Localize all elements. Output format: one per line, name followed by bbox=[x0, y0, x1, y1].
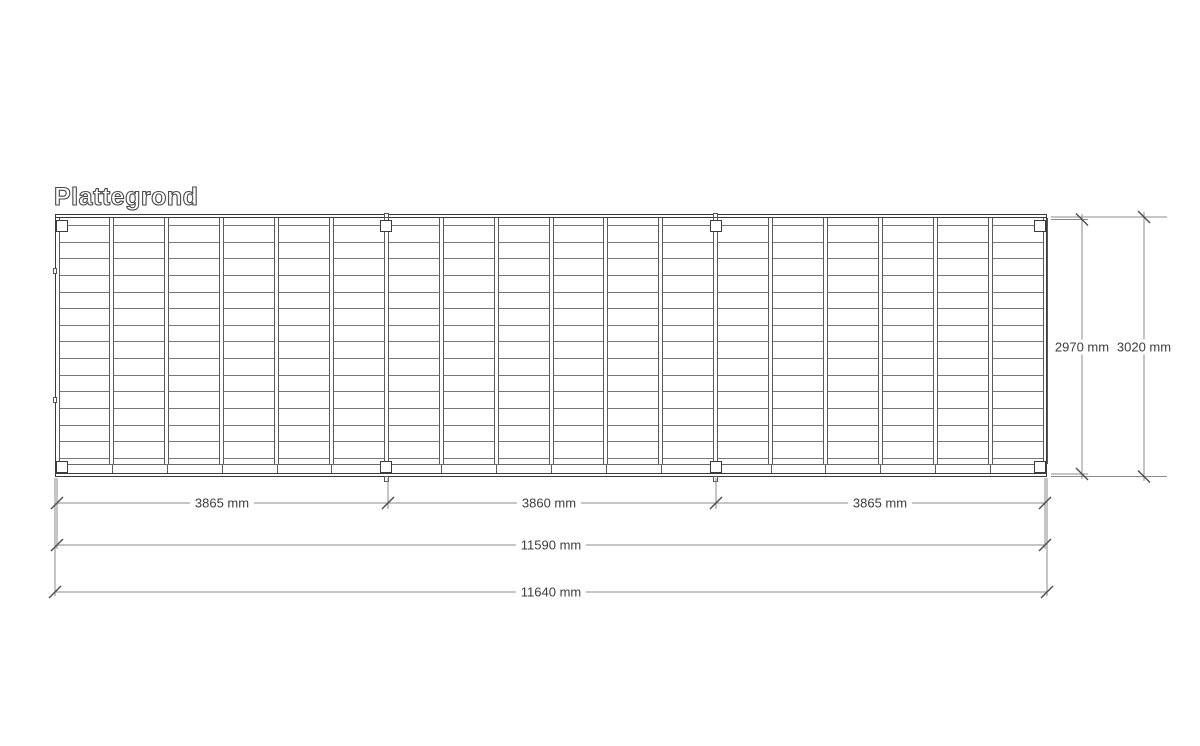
beam-end-notch bbox=[52, 397, 57, 403]
joist-end-tick bbox=[935, 463, 937, 473]
joist bbox=[768, 218, 774, 464]
joist bbox=[164, 218, 170, 464]
beam-end-notch bbox=[52, 268, 57, 274]
joist bbox=[274, 218, 280, 464]
joist bbox=[548, 218, 554, 464]
joist-end-tick bbox=[331, 463, 333, 473]
joist bbox=[603, 218, 609, 464]
joist bbox=[383, 218, 389, 464]
joist bbox=[713, 218, 719, 464]
rim-top-line bbox=[56, 217, 1046, 218]
joist-end-tick bbox=[660, 463, 662, 473]
post bbox=[380, 461, 393, 473]
post-top-notch bbox=[713, 213, 719, 218]
joist-end-tick bbox=[605, 463, 607, 473]
joist bbox=[877, 218, 883, 464]
dimension-label-segment-3: 3865 mm bbox=[847, 495, 913, 511]
post-bottom-notch bbox=[383, 476, 389, 482]
post-bottom-notch bbox=[713, 476, 719, 482]
joist-end-tick bbox=[496, 463, 498, 473]
joist bbox=[328, 218, 334, 464]
joist-end-tick bbox=[770, 463, 772, 473]
dimension-label-outer-width: 11640 mm bbox=[515, 584, 587, 600]
dimension-label-inner-width: 11590 mm bbox=[515, 537, 587, 553]
post bbox=[380, 219, 393, 232]
joist bbox=[932, 218, 938, 464]
joist bbox=[658, 218, 664, 464]
joist-end-tick bbox=[880, 463, 882, 473]
joist-end-tick bbox=[441, 463, 443, 473]
post bbox=[709, 461, 722, 473]
joist-end-tick bbox=[221, 463, 223, 473]
joist bbox=[1042, 218, 1048, 464]
post bbox=[1034, 219, 1046, 232]
joist-end-tick bbox=[166, 463, 168, 473]
joist-end-tick bbox=[990, 463, 992, 473]
post bbox=[56, 461, 68, 473]
dimension-label-inner-depth: 2970 mm bbox=[1049, 339, 1115, 355]
joist bbox=[438, 218, 444, 464]
post bbox=[709, 219, 722, 232]
dimension-label-segment-2: 3860 mm bbox=[516, 495, 582, 511]
dimension-label-outer-depth: 3020 mm bbox=[1111, 339, 1177, 355]
post-top-notch bbox=[383, 213, 389, 218]
joist bbox=[493, 218, 499, 464]
joist-end-tick bbox=[111, 463, 113, 473]
post bbox=[56, 219, 68, 232]
joist bbox=[987, 218, 993, 464]
plan-outline bbox=[55, 213, 1047, 477]
joist bbox=[822, 218, 828, 464]
rim-bottom-line bbox=[56, 472, 1046, 474]
dimension-label-segment-1: 3865 mm bbox=[189, 495, 255, 511]
joist bbox=[109, 218, 115, 464]
drawing-title: Plattegrond bbox=[53, 183, 199, 211]
joist-end-tick bbox=[551, 463, 552, 473]
joist-end-tick bbox=[825, 463, 827, 473]
post bbox=[1034, 461, 1046, 473]
deck-inner-bottom-line bbox=[56, 463, 1046, 465]
joist-end-tick bbox=[276, 463, 278, 473]
joist bbox=[219, 218, 225, 464]
